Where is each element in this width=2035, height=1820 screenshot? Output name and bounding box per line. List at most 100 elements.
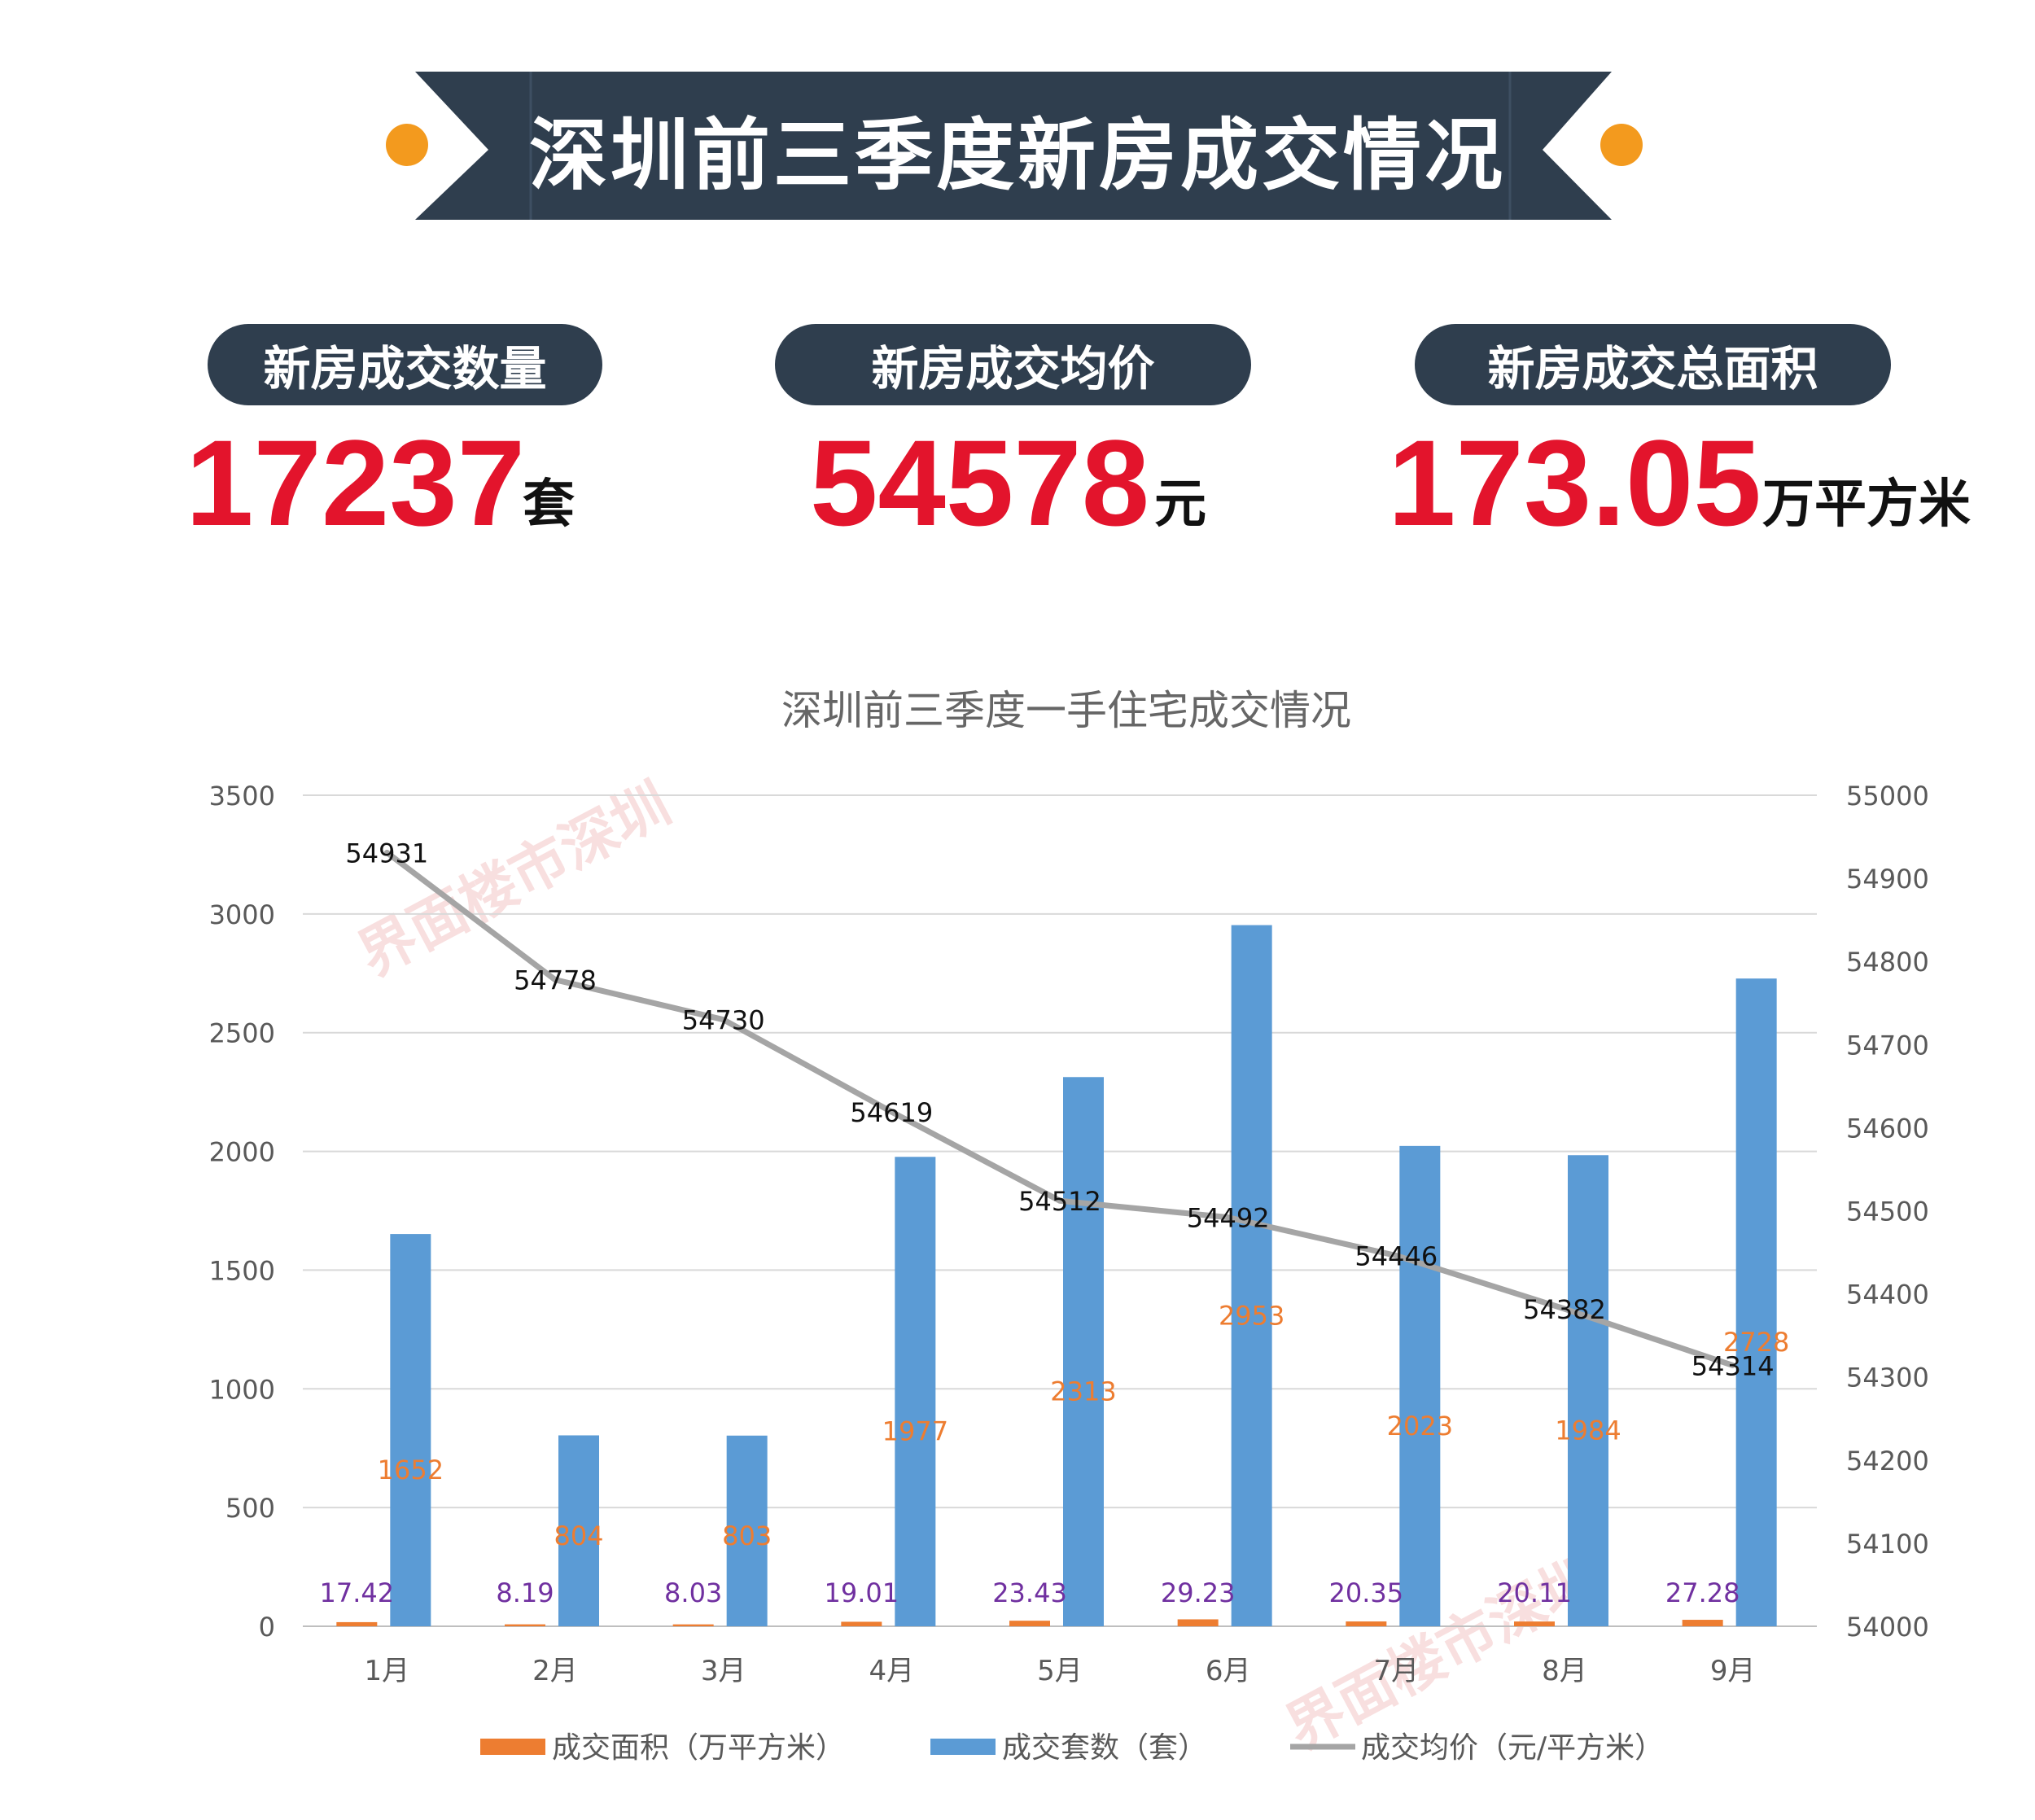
data-label-units: 1652: [378, 1455, 444, 1485]
y-right-tick-label: 54600: [1846, 1113, 1929, 1144]
stat-label-count: 新房成交数量: [208, 324, 602, 405]
stat-label-price: 新房成交均价: [775, 324, 1251, 405]
bar-units: [1735, 978, 1777, 1626]
y-left-tick-label: 500: [225, 1493, 275, 1524]
y-right-tick-label: 54400: [1846, 1280, 1929, 1310]
bar-area: [841, 1621, 882, 1626]
x-tick-label: 4月: [869, 1655, 915, 1687]
bar-area: [336, 1621, 378, 1626]
stat-value-price: 54578: [810, 414, 1150, 551]
y-left-tick-label: 3500: [209, 781, 275, 812]
x-tick-label: 5月: [1037, 1655, 1083, 1687]
bar-area: [1682, 1620, 1723, 1626]
bar-units: [1568, 1155, 1608, 1626]
point-price: [890, 1110, 894, 1114]
watermark-text: 界面楼市深圳: [348, 770, 681, 990]
data-label-units: 2313: [1050, 1376, 1116, 1407]
bar-area: [1346, 1621, 1387, 1626]
data-label-units: 1977: [882, 1416, 948, 1447]
x-tick-label: 6月: [1206, 1655, 1251, 1687]
chart-title: 深圳前三季度一手住宅成交情况: [781, 687, 1351, 734]
data-label-price: 54931: [345, 838, 428, 868]
point-price: [1731, 1363, 1735, 1367]
y-right-tick-label: 54900: [1846, 864, 1929, 895]
data-label-units: 803: [722, 1520, 772, 1551]
banner-dot-right: [1600, 124, 1643, 166]
x-tick-label: 3月: [701, 1655, 746, 1687]
bar-area: [672, 1624, 714, 1626]
y-left-tick-label: 2000: [209, 1137, 275, 1168]
legend-swatch-area: [480, 1739, 545, 1755]
bar-units: [726, 1435, 768, 1626]
bar-units: [1231, 925, 1272, 1626]
point-price: [1563, 1306, 1566, 1310]
x-tick-label: 7月: [1374, 1655, 1420, 1687]
data-label-area: 17.42: [320, 1577, 395, 1608]
legend-label-area: 成交面积（万平方米）: [552, 1731, 845, 1765]
point-price: [385, 851, 389, 855]
bar-units: [390, 1234, 431, 1626]
stat-value-area: 173.05: [1388, 414, 1761, 551]
y-left-tick-label: 1500: [209, 1255, 275, 1286]
data-label-units: 2728: [1723, 1327, 1789, 1358]
y-right-tick-label: 54200: [1846, 1446, 1929, 1477]
bar-area: [505, 1624, 545, 1626]
bar-area: [1009, 1621, 1050, 1626]
y-left-tick-label: 0: [259, 1612, 275, 1643]
bar-units: [1063, 1077, 1104, 1626]
chart: 界面楼市深圳界面楼市深圳深圳前三季度一手住宅成交情况05001000150020…: [209, 687, 1929, 1765]
bar-units: [558, 1435, 599, 1626]
data-label-price: 54314: [1691, 1350, 1775, 1381]
line-price: [383, 849, 1736, 1368]
y-left-tick-label: 2500: [209, 1018, 275, 1049]
data-label-units: 1984: [1555, 1415, 1621, 1446]
data-label-price: 54730: [682, 1005, 765, 1036]
y-right-tick-label: 54300: [1846, 1363, 1929, 1393]
bar-units: [895, 1157, 936, 1626]
data-label-price: 54446: [1354, 1241, 1438, 1272]
data-label-area: 29.23: [1161, 1577, 1236, 1608]
data-label-area: 8.19: [496, 1577, 554, 1608]
bar-area: [1177, 1619, 1219, 1626]
data-label-area: 27.28: [1665, 1577, 1740, 1608]
title-banner: [386, 72, 1643, 220]
stat-unit-area: 万平方米: [1762, 475, 1971, 535]
point-price: [1226, 1215, 1230, 1219]
x-tick-label: 8月: [1542, 1655, 1587, 1687]
data-label-area: 20.35: [1329, 1577, 1404, 1608]
data-label-units: 804: [554, 1520, 603, 1551]
y-right-tick-label: 54100: [1846, 1529, 1929, 1560]
x-tick-label: 9月: [1710, 1655, 1756, 1687]
y-right-tick-label: 55000: [1846, 781, 1929, 812]
legend-swatch-units: [930, 1739, 996, 1755]
stat-unit-count: 套: [523, 475, 575, 535]
bar-units: [1399, 1145, 1441, 1626]
y-right-tick-label: 54000: [1846, 1612, 1929, 1643]
data-label-price: 54778: [514, 965, 597, 996]
page-title: 深圳前三季度新房成交情况: [529, 109, 1506, 201]
stat-value-count: 17237: [186, 414, 526, 551]
data-label-area: 19.01: [825, 1577, 899, 1608]
watermark-text: 界面楼市深圳: [1276, 1543, 1608, 1763]
data-label-price: 54382: [1523, 1294, 1606, 1325]
data-label-units: 2023: [1387, 1411, 1453, 1442]
data-label-price: 54512: [1018, 1186, 1101, 1217]
stat-unit-price: 元: [1154, 475, 1206, 535]
banner-ribbon: [415, 72, 1612, 220]
y-left-tick-label: 1000: [209, 1374, 275, 1405]
point-price: [1394, 1253, 1398, 1258]
data-label-area: 23.43: [992, 1577, 1067, 1608]
y-right-tick-label: 54500: [1846, 1197, 1929, 1227]
y-left-tick-label: 3000: [209, 899, 275, 930]
stat-label-area: 新房成交总面积: [1415, 324, 1891, 405]
y-right-tick-label: 54700: [1846, 1030, 1929, 1061]
point-price: [1058, 1199, 1061, 1203]
bar-area: [1514, 1621, 1555, 1626]
legend-label-units: 成交套数（套）: [1002, 1731, 1207, 1765]
data-label-price: 54492: [1187, 1203, 1270, 1234]
data-label-units: 2953: [1219, 1300, 1284, 1331]
legend-label-price: 成交均价（元/平方米）: [1361, 1731, 1664, 1765]
y-right-tick-label: 54800: [1846, 947, 1929, 978]
banner-dot-left: [386, 124, 428, 166]
x-tick-label: 2月: [532, 1655, 578, 1687]
